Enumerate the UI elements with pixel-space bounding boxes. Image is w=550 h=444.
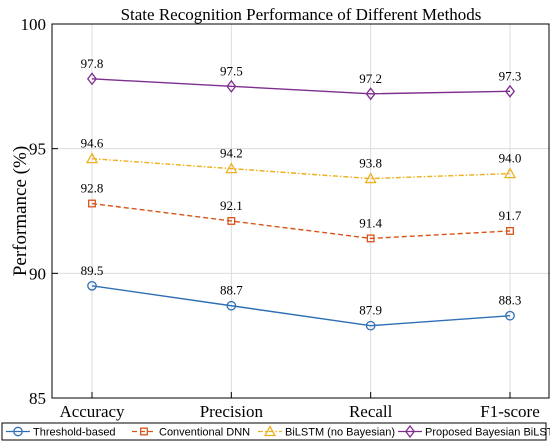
y-axis-ticks: 85 90 95 100 xyxy=(21,15,58,408)
series-line xyxy=(91,157,511,180)
x-axis-ticks: Accuracy Precision Recall F1-score xyxy=(59,392,540,421)
series-threshold-based: 89.5 88.7 87.9 88.3 xyxy=(81,263,522,331)
data-label: 94.0 xyxy=(499,151,522,166)
data-point xyxy=(506,226,514,235)
data-point xyxy=(364,172,377,184)
data-point xyxy=(86,72,98,86)
legend: Threshold-based Conventional DNN BiLSTM (n… xyxy=(1,422,550,441)
data-point xyxy=(226,79,237,93)
y-tick-label: 90 xyxy=(29,264,46,283)
data-label: 91.7 xyxy=(499,208,522,223)
data-point xyxy=(226,300,237,311)
data-point xyxy=(365,320,376,331)
x-tick-label: F1-score xyxy=(480,402,539,421)
data-label: 87.9 xyxy=(359,303,382,318)
y-tick-label: 95 xyxy=(29,140,46,159)
data-point xyxy=(225,162,238,174)
data-label: 88.3 xyxy=(499,293,522,308)
plot-frame xyxy=(51,23,550,399)
data-point xyxy=(227,217,236,225)
data-point xyxy=(88,199,96,208)
x-tick-label: Accuracy xyxy=(59,402,125,421)
x-tick-label: Recall xyxy=(349,402,393,421)
y-tick-label: 85 xyxy=(29,389,46,408)
data-point xyxy=(504,84,516,98)
data-label: 91.4 xyxy=(359,215,382,230)
legend-marker xyxy=(263,425,277,437)
data-point xyxy=(503,167,517,179)
series-line xyxy=(91,78,511,95)
data-label: 92.8 xyxy=(81,181,104,196)
data-point xyxy=(366,234,375,243)
legend-label: Conventional DNN xyxy=(159,427,250,439)
data-point xyxy=(87,280,97,291)
series-line xyxy=(91,202,511,240)
legend-marker xyxy=(404,424,416,439)
y-tick-label: 100 xyxy=(21,15,47,34)
data-label: 94.6 xyxy=(81,136,104,151)
data-label: 88.7 xyxy=(220,283,243,298)
legend-marker xyxy=(13,426,23,437)
x-tick-label: Precision xyxy=(200,402,264,421)
series-bilstm-no-bayesian: 94.6 94.2 93.8 94.0 xyxy=(81,136,522,184)
series-line xyxy=(91,285,511,327)
series-conventional-dnn: 92.8 92.1 91.4 91.7 xyxy=(81,181,522,243)
data-label: 94.2 xyxy=(220,146,243,161)
data-label: 97.2 xyxy=(359,71,382,86)
data-label: 89.5 xyxy=(81,263,104,278)
series-group: 89.5 88.7 87.9 88.3 92.8 92.1 91.4 91.7 94.6 94.2… xyxy=(81,56,522,331)
legend-label: BiLSTM (no Bayesian) xyxy=(285,427,395,439)
data-label: 97.5 xyxy=(220,63,243,78)
data-label: 97.3 xyxy=(499,68,522,83)
data-label: 97.8 xyxy=(81,56,104,71)
series-proposed-bayesian-bilstm: 97.8 97.5 97.2 97.3 xyxy=(81,56,522,101)
legend-box xyxy=(1,422,547,441)
legend-label: Proposed Bayesian BiLSTM xyxy=(425,427,550,439)
data-point xyxy=(85,152,99,164)
legend-label: Threshold-based xyxy=(33,427,116,439)
legend-marker xyxy=(140,427,148,436)
y-axis-label: Performance (%) xyxy=(10,146,31,276)
chart-title: State Recognition Performance of Differe… xyxy=(121,5,482,24)
data-label: 92.1 xyxy=(220,198,243,213)
data-point xyxy=(505,310,515,321)
data-point xyxy=(365,87,376,101)
data-label: 93.8 xyxy=(359,156,382,171)
